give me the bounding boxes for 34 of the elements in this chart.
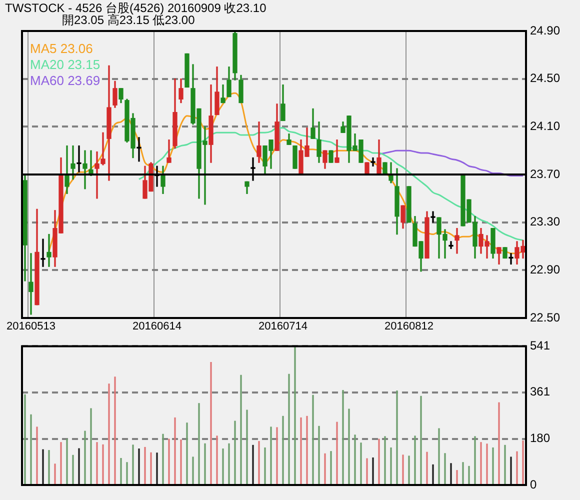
y-tick-label: 541 [530, 338, 550, 353]
candlestick [508, 253, 514, 265]
candlestick [46, 234, 52, 267]
candlestick [454, 228, 460, 254]
candlestick [70, 145, 76, 180]
y-tick-label: 23.30 [530, 214, 560, 229]
chart-title: TWSTOCK - 4526 台股(4526) 20160909 收23.10 [5, 0, 266, 15]
x-tick-label: 20160614 [132, 320, 182, 333]
y-tick-label: 180 [530, 431, 550, 446]
x-tick-label: 20160812 [384, 320, 434, 333]
y-tick-label: 22.50 [530, 310, 560, 324]
candlestick [448, 241, 454, 249]
y-tick-label: 22.90 [530, 262, 560, 276]
y-tick-label: 24.50 [530, 71, 560, 86]
candlestick [430, 211, 436, 223]
text: MA20 23.15 [30, 57, 100, 72]
candlestick [82, 150, 88, 190]
x-tick-label: 20160714 [258, 320, 308, 333]
candlestick [166, 139, 172, 163]
candlestick [334, 139, 340, 163]
y-tick-label: 23.70 [530, 166, 560, 181]
candlestick [40, 238, 46, 267]
y-tick-label: 361 [530, 384, 550, 399]
candlestick [28, 253, 34, 315]
candlestick [370, 157, 376, 166]
candlestick [136, 137, 142, 162]
x-tick-label: 20160513 [6, 320, 56, 333]
line-series [138, 127, 524, 242]
text: MA60 23.69 [30, 73, 100, 88]
y-tick-label: 24.90 [530, 23, 560, 38]
text: MA5 23.06 [30, 41, 93, 56]
y-tick-label: 24.10 [530, 118, 560, 133]
chart-subtitle: 開23.05 高23.15 低23.00 [62, 13, 195, 29]
y-tick-label: 0 [530, 477, 537, 492]
